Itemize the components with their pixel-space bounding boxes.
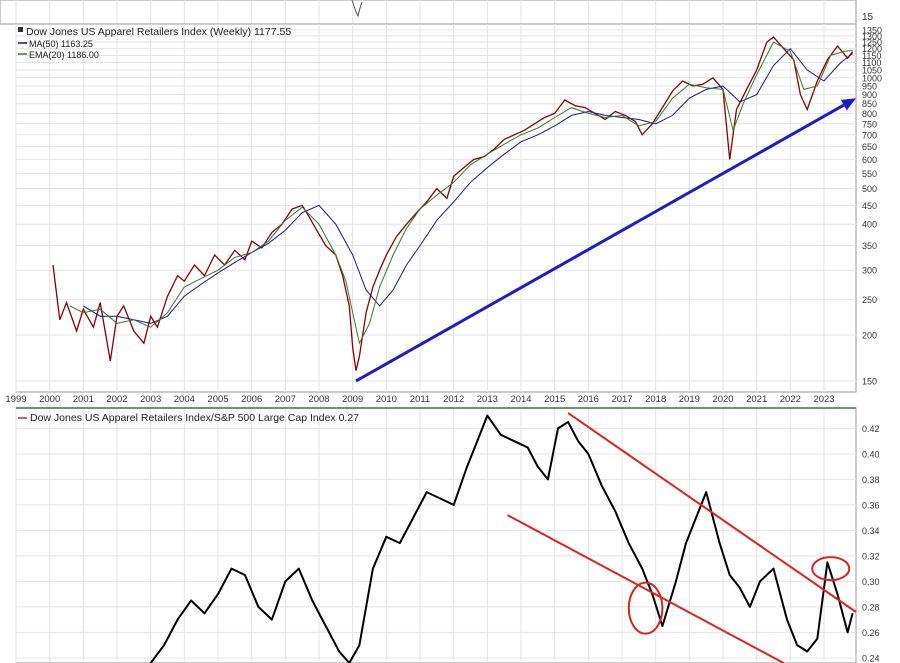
y-tick-label: 0.32 [862,551,880,561]
x-tick-label: 1999 [5,394,26,405]
y-tick-label: 0.24 [862,653,880,663]
x-tick-label: 2011 [410,394,430,405]
top-strip-fragment [351,0,363,18]
y-tick-label: 750 [862,119,877,129]
ma50-legend-label: MA(50) 1163.25 [29,39,93,49]
x-tick-label: 2014 [510,394,531,405]
x-tick-label: 2005 [207,394,228,405]
price-y-axis: 1502002503003504004505005506006507007508… [862,25,882,386]
x-tick-label: 2023 [813,394,834,405]
y-tick-label: 900 [862,90,877,100]
x-tick-label: 2016 [578,394,599,405]
y-tick-label: 950 [862,81,877,91]
y-tick-label: 0.42 [862,424,880,434]
highlight-ellipse [627,581,664,635]
y-tick-label: 1100 [862,58,881,68]
y-tick-label: 250 [862,295,877,305]
x-tick-label: 2010 [376,394,397,405]
y-tick-label: 0.40 [862,449,880,459]
x-tick-label: 2002 [106,394,127,405]
y-tick-label: 150 [862,376,877,386]
x-tick-label: 2001 [73,394,94,405]
x-tick-label: 2013 [477,394,498,405]
y-tick-label: 300 [862,266,877,276]
y-tick-label: 200 [862,330,877,340]
y-tick-label: 500 [862,184,877,194]
y-tick-label: 0.36 [862,500,880,510]
trend-arrow-line [355,103,845,383]
trend-arrow-head [840,98,856,111]
y-tick-label: 1000 [862,73,882,83]
y-tick-label: 0.34 [862,526,880,536]
x-tick-label: 2022 [780,394,801,405]
ratio-line [149,414,854,663]
ratio-annotations [16,407,857,663]
highlight-ellipse [811,556,851,582]
x-tick-label: 2006 [241,394,262,405]
x-tick-label: 2003 [140,394,161,405]
x-tick-label: 2017 [611,394,632,405]
price-legend: Dow Jones US Apparel Retailers Index (We… [18,26,291,60]
y-tick-label: 450 [862,201,877,211]
y-tick-label: 350 [862,241,877,251]
price-annotations [355,98,856,383]
y-tick-label: 1250 [862,38,882,48]
x-axis: 1999 2000 2001 2002 2003 2004 2005 2006 2007 2008… [5,394,834,405]
y-tick-label: 1300 [862,31,882,41]
y-tick-label: 1350 [862,25,882,35]
y-tick-label: 650 [862,142,877,152]
y-tick-label: 1050 [862,65,882,75]
top-strip-panel [0,0,857,25]
y-tick-label: 0.26 [862,628,880,638]
y-tick-label: 700 [862,130,877,140]
x-tick-label: 2009 [342,394,363,405]
x-tick-label: 2012 [443,394,464,405]
ema20-legend-label: EMA(20) 1186.00 [29,50,99,60]
y-tick-label: 1150 [862,51,881,61]
ratio-y-axis: 0.24 0.26 0.28 0.30 0.32 0.34 0.36 0.38 0.40 0.42 [862,424,880,663]
x-tick-label: 2018 [645,394,666,405]
x-tick-label: 2020 [712,394,733,405]
channel-line [507,514,785,663]
x-tick-label: 2000 [39,394,60,405]
price-panel [15,23,857,393]
y-tick-label: 0.28 [862,602,880,612]
chart-glyph-icon [18,27,23,32]
price-series-group [52,36,854,371]
ratio-title: Dow Jones US Apparel Retailers Index/S&P… [30,412,359,424]
channel-line [567,412,857,613]
ratio-panel [15,407,857,663]
y-tick-label: 0.38 [862,475,880,485]
ratio-series-group [149,414,854,663]
ratio-legend: Dow Jones US Apparel Retailers Index/S&P… [18,412,359,424]
y-tick-label: 1200 [862,44,882,54]
price-title: Dow Jones US Apparel Retailers Index (We… [26,26,291,38]
y-tick-label: 800 [862,109,877,119]
price-grid [15,24,856,392]
ema20-line [69,41,853,345]
x-tick-label: 2004 [174,394,195,405]
x-tick-label: 2007 [275,394,296,405]
x-tick-label: 2008 [308,394,329,405]
y-tick-label: 400 [862,220,877,230]
y-tick-label: 550 [862,169,877,179]
y-tick-label: 600 [862,155,877,165]
y-tick-label: 0.30 [862,577,880,587]
ma50-line [83,47,853,324]
x-tick-label: 2019 [679,394,700,405]
top-strip-grid [15,0,825,24]
x-tick-label: 2021 [746,394,767,405]
x-tick-label: 2015 [544,394,565,405]
top-strip-tick: 15 [862,12,874,23]
y-tick-label: 850 [862,99,877,109]
